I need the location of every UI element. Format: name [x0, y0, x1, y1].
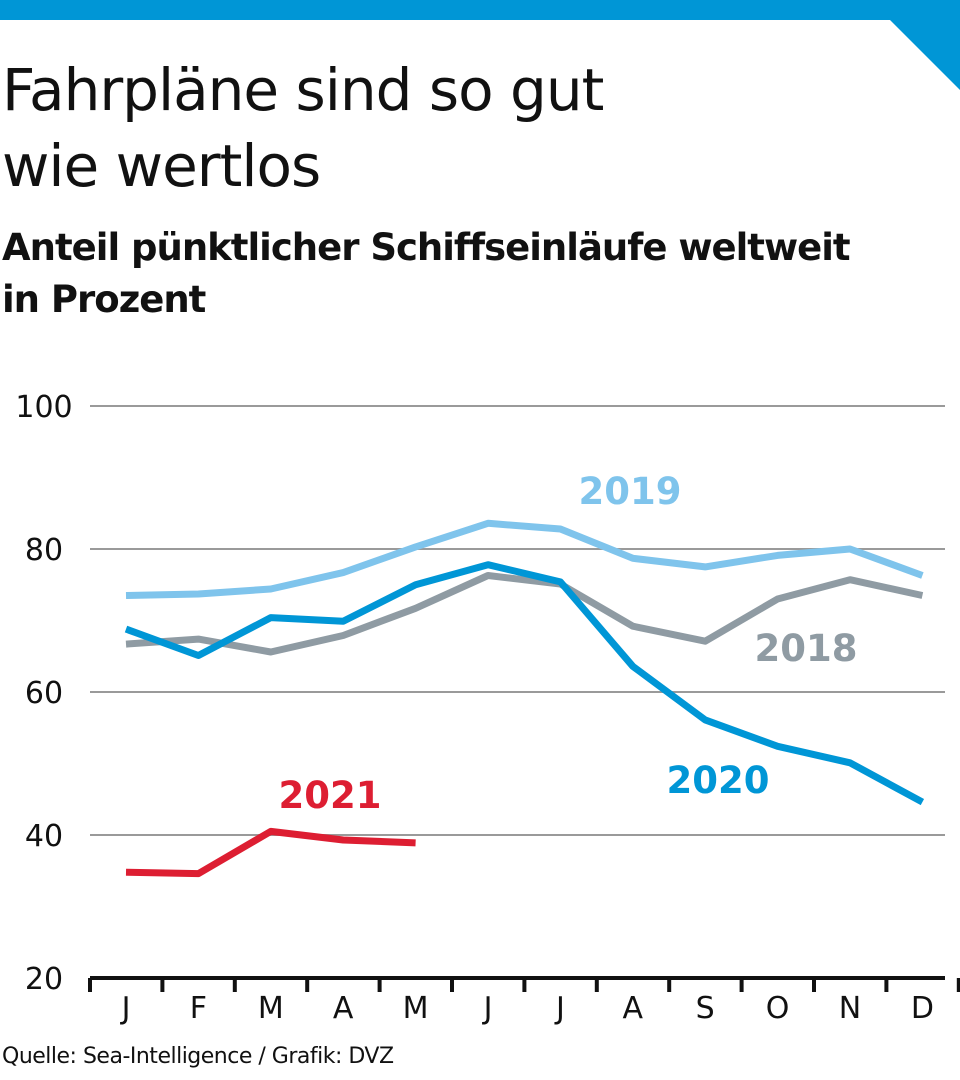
series-label-2020: 2020	[667, 759, 770, 802]
corner-triangle-shape	[888, 18, 960, 90]
series-label-2018: 2018	[755, 627, 858, 670]
series-line-2019	[125, 519, 924, 599]
y-tick-label-20: 20	[25, 962, 63, 997]
x-tick-label-10: O	[766, 991, 790, 1026]
x-tick-label-4: A	[333, 991, 354, 1026]
y-tick-label-40: 40	[25, 819, 63, 854]
page-title: Fahrpläne sind so gut wie wertlos	[2, 52, 862, 204]
x-tick-label-12: D	[911, 991, 934, 1026]
source-note: Quelle: Sea-Intelligence / Grafik: DVZ	[2, 1044, 394, 1069]
chart-subtitle: Anteil pünktlicher Schiffseinläufe weltw…	[2, 222, 932, 326]
series-line-2021	[125, 827, 416, 878]
x-tick-label-6: J	[482, 991, 493, 1026]
series-label-2021: 2021	[279, 774, 382, 817]
series-line-2020	[124, 561, 925, 806]
x-tick-label-1: J	[120, 991, 131, 1026]
x-tick-label-2: F	[190, 991, 207, 1026]
subtitle-line-1: Anteil pünktlicher Schiffseinläufe weltw…	[2, 226, 851, 269]
x-axis: 20 40 60 80 100 J F M A M J J A S O N D	[15, 390, 960, 1026]
x-tick-label-7: J	[554, 991, 565, 1026]
title-line-1: Fahrpläne sind so gut	[2, 56, 604, 124]
x-tick-label-3: M	[258, 991, 284, 1026]
line-chart: 20 40 60 80 100 J F M A M J J A S O N D 2019 2018 2020 2021	[15, 390, 960, 1026]
top-accent-bar	[0, 0, 960, 20]
x-tick-label-5: M	[403, 991, 429, 1026]
gridlines	[90, 405, 945, 836]
title-line-2: wie wertlos	[2, 132, 321, 200]
series-line-2018	[125, 572, 924, 656]
x-tick-label-8: A	[623, 991, 644, 1026]
y-tick-label-100: 100	[15, 390, 72, 425]
x-tick-label-9: S	[696, 991, 715, 1026]
series-lines	[124, 519, 925, 878]
x-tick-label-11: N	[839, 991, 861, 1026]
corner-triangle	[888, 18, 960, 90]
y-tick-label-80: 80	[25, 533, 63, 568]
series-label-2019: 2019	[579, 470, 682, 513]
series-labels: 2019 2018 2020 2021	[279, 470, 858, 817]
top-accent-bar-fill	[0, 0, 960, 20]
y-tick-label-60: 60	[25, 676, 63, 711]
subtitle-line-2: in Prozent	[2, 278, 206, 321]
